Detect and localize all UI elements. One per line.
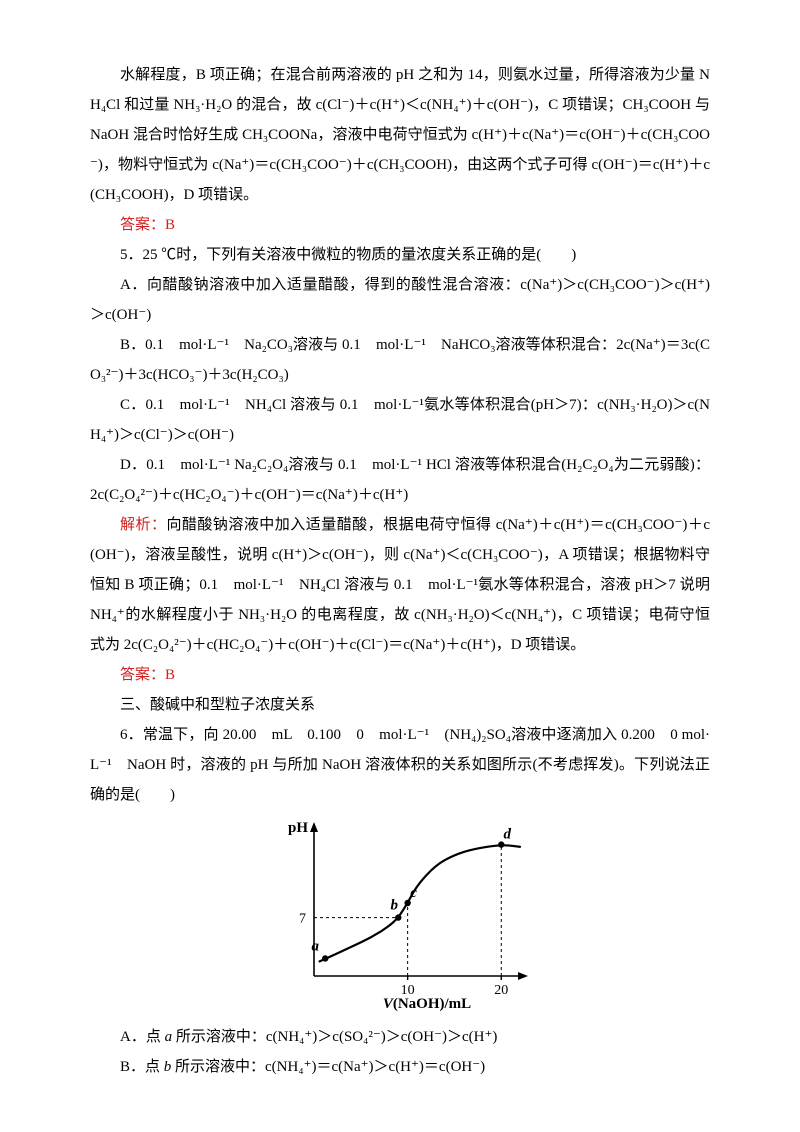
titration-chart: pH V(NaOH)/mL 7 10 20 a bc d — [90, 816, 710, 1016]
question-5-option-c: C．0.1 mol·L⁻¹ NH₄Cl 溶液与 0.1 mol·L⁻¹氨水等体积… — [90, 390, 710, 450]
explanation-5-body: 向醋酸钠溶液中加入适量醋酸，根据电荷守恒得 c(Na⁺)＋c(H⁺)＝c(CH₃… — [90, 517, 710, 653]
svg-text:10: 10 — [401, 983, 415, 998]
question-5-explanation: 解析：向醋酸钠溶液中加入适量醋酸，根据电荷守恒得 c(Na⁺)＋c(H⁺)＝c(… — [90, 510, 710, 660]
svg-text:20: 20 — [494, 983, 508, 998]
section-3-heading: 三、酸碱中和型粒子浓度关系 — [90, 690, 710, 720]
question-5-option-d: D．0.1 mol·L⁻¹ Na₂C₂O₄溶液与 0.1 mol·L⁻¹ HCl… — [90, 450, 710, 510]
question-5-option-a: A．向醋酸钠溶液中加入适量醋酸，得到的酸性混合溶液：c(Na⁺)＞c(CH₃CO… — [90, 270, 710, 330]
question-6-option-a: A．点 a 所示溶液中：c(NH₄⁺)＞c(SO₄²⁻)＞c(OH⁻)＞c(H⁺… — [90, 1022, 710, 1052]
svg-text:d: d — [504, 827, 512, 843]
option-a-prefix: A．点 — [120, 1029, 165, 1045]
question-6-option-b: B．点 b 所示溶液中：c(NH₄⁺)＝c(Na⁺)＞c(H⁺)＝c(OH⁻) — [90, 1052, 710, 1082]
titration-chart-svg: pH V(NaOH)/mL 7 10 20 a bc d — [260, 816, 540, 1016]
answer-4: 答案：B — [90, 210, 710, 240]
svg-text:7: 7 — [299, 912, 306, 927]
svg-text:b: b — [391, 898, 399, 914]
svg-text:c: c — [410, 885, 417, 901]
svg-text:pH: pH — [288, 820, 308, 836]
point-a-letter: a — [165, 1029, 173, 1045]
explanation-label: 解析： — [120, 517, 166, 533]
option-b-rest: 所示溶液中：c(NH₄⁺)＝c(Na⁺)＞c(H⁺)＝c(OH⁻) — [171, 1059, 485, 1075]
answer-4-text: 答案：B — [120, 217, 175, 233]
question-6-stem: 6．常温下，向 20.00 mL 0.100 0 mol·L⁻¹ (NH₄)₂S… — [90, 720, 710, 810]
answer-5-text: 答案：B — [120, 667, 175, 683]
paragraph-explanation-4: 水解程度，B 项正确；在混合前两溶液的 pH 之和为 14，则氨水过量，所得溶液… — [90, 60, 710, 210]
answer-5: 答案：B — [90, 660, 710, 690]
option-a-rest: 所示溶液中：c(NH₄⁺)＞c(SO₄²⁻)＞c(OH⁻)＞c(H⁺) — [172, 1029, 497, 1045]
option-b-prefix: B．点 — [120, 1059, 164, 1075]
svg-text:V(NaOH)/mL: V(NaOH)/mL — [383, 996, 471, 1012]
question-5-stem: 5．25 ℃时，下列有关溶液中微粒的物质的量浓度关系正确的是( ) — [90, 240, 710, 270]
question-5-option-b: B．0.1 mol·L⁻¹ Na₂CO₃溶液与 0.1 mol·L⁻¹ NaHC… — [90, 330, 710, 390]
svg-text:a: a — [311, 938, 319, 954]
